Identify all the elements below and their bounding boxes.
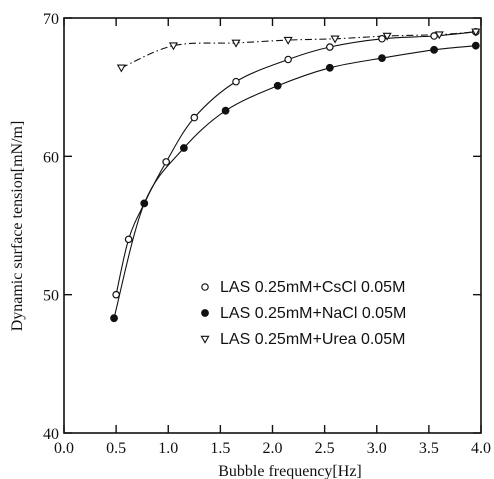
legend-label: LAS 0.25mM+CsCl 0.05M [220,279,405,296]
x-tick-label: 2.5 [315,440,335,457]
x-tick-label: 0.5 [106,440,126,457]
x-tick-label: 4.0 [471,440,491,457]
data-point [284,55,292,64]
data-point [232,77,240,86]
y-tick-label: 60 [43,149,59,166]
series-markers [110,28,481,323]
series-line [121,31,476,69]
x-tick-label: 3.5 [419,440,439,457]
legend-marker [200,335,210,344]
series-lines [113,31,476,319]
y-tick-label: 40 [43,426,59,443]
data-point [325,63,334,72]
data-point [471,41,480,50]
data-point [378,54,386,63]
x-tick-label: 2.0 [263,440,283,457]
data-point [231,39,241,48]
data-point [471,28,481,37]
x-tick-labels: 0.0 0.5 1.0 1.5 2.0 2.5 3.0 3.5 4.0 [54,440,491,457]
y-tick-label: 70 [43,11,59,28]
y-tick-label: 50 [43,288,59,305]
x-tick-label: 1.5 [210,440,230,457]
data-point [326,43,334,51]
data-point [382,32,392,41]
data-point [273,81,282,90]
legend: LAS 0.25mM+CsCl 0.05M LAS 0.25mM+NaCl 0.0… [200,279,406,348]
data-point [330,35,340,44]
x-axis-title: Bubble frequency[Hz] [218,463,362,479]
legend-label: LAS 0.25mM+NaCl 0.05M [220,305,406,322]
data-point [140,199,149,208]
x-tick-label: 1.0 [158,440,178,457]
tick-marks [63,17,482,434]
data-point [430,32,438,40]
data-point [283,36,293,45]
data-point [110,314,118,323]
data-point [430,45,438,54]
data-point [162,158,170,166]
x-tick-label: 0.0 [54,440,74,457]
data-point [434,31,444,40]
series-line [113,45,476,319]
data-point [116,64,126,73]
y-axis-title: Dynamic surface tension[mN/m] [9,121,26,332]
y-tick-labels: 40 50 60 70 [43,11,59,443]
legend-marker [201,283,209,291]
data-point [378,34,386,43]
data-point [168,42,179,51]
legend-marker [201,309,209,317]
data-point [124,235,133,244]
data-point [190,113,199,122]
data-point [179,144,188,152]
legend-label: LAS 0.25mM+Urea 0.05M [220,331,405,348]
data-point [112,290,120,299]
data-point [221,106,230,115]
x-tick-label: 3.0 [367,440,387,457]
plot-frame [63,17,482,434]
